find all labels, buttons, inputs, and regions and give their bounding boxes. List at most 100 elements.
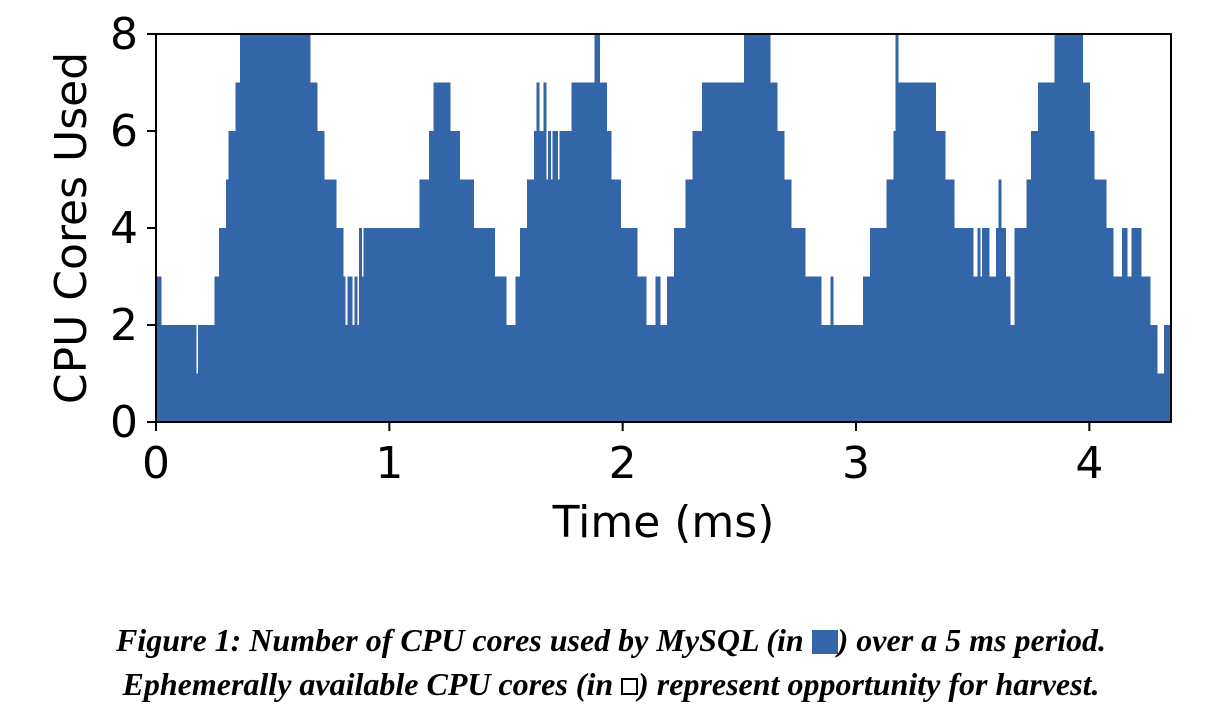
area-step-segment bbox=[571, 82, 596, 422]
area-step-segment bbox=[769, 82, 778, 422]
area-step-segment bbox=[692, 131, 703, 422]
area-step-segment bbox=[1000, 228, 1006, 422]
area-step-segment bbox=[1140, 276, 1151, 422]
available-cores-swatch-icon bbox=[621, 678, 639, 695]
area-step-segment bbox=[1010, 325, 1016, 422]
x-axis: 0 1 2 3 4 bbox=[142, 422, 1103, 489]
area-step-segment bbox=[494, 276, 507, 422]
area-step-segment bbox=[545, 179, 549, 422]
x-tick-label: 4 bbox=[1075, 438, 1103, 489]
area-step-segment bbox=[550, 179, 554, 422]
area-step-segment bbox=[979, 276, 983, 422]
area-step-segment bbox=[543, 82, 547, 422]
area-step-segment bbox=[459, 179, 474, 422]
area-step-segment bbox=[520, 228, 528, 422]
area-step-segment bbox=[606, 131, 612, 422]
area-step-segment bbox=[363, 228, 379, 422]
used-cores-swatch-icon bbox=[811, 630, 838, 654]
area-step-segment bbox=[356, 325, 360, 422]
y-tick-label: 4 bbox=[110, 203, 138, 254]
area-step-segment bbox=[832, 325, 838, 422]
area-step-segment bbox=[361, 276, 365, 422]
area-step-segment bbox=[324, 179, 337, 422]
area-step-segment bbox=[473, 228, 495, 422]
area-step-segment bbox=[821, 325, 831, 422]
area-step-segment bbox=[790, 228, 806, 422]
x-tick-label: 3 bbox=[842, 438, 870, 489]
area-step-segment bbox=[830, 276, 834, 422]
caption-line-1-end: ) over a 5 ms period. bbox=[837, 622, 1107, 658]
cpu-area-series bbox=[156, 34, 1172, 422]
area-step-segment bbox=[433, 82, 451, 422]
area-step-segment bbox=[660, 325, 668, 422]
area-step-segment bbox=[1105, 228, 1114, 422]
area-step-segment bbox=[419, 179, 430, 422]
area-step-segment bbox=[1131, 228, 1142, 422]
area-step-segment bbox=[335, 228, 344, 422]
y-tick-label: 6 bbox=[110, 106, 138, 157]
area-step-segment bbox=[863, 276, 871, 422]
area-step-segment bbox=[1157, 373, 1165, 422]
area-step-segment bbox=[1089, 131, 1095, 422]
area-step-segment bbox=[935, 131, 946, 422]
area-step-segment bbox=[156, 276, 162, 422]
caption-line-1: Figure 1: Number of CPU cores used by My… bbox=[0, 618, 1222, 662]
area-step-segment bbox=[893, 131, 897, 422]
caption-line-2: Ephemerally available CPU cores (in ) re… bbox=[0, 662, 1222, 706]
area-step-segment bbox=[317, 131, 325, 422]
area-step-segment bbox=[195, 373, 199, 422]
area-step-segment bbox=[1031, 131, 1039, 422]
area-step-segment bbox=[685, 179, 694, 422]
area-step-segment bbox=[1082, 82, 1090, 422]
area-step-segment bbox=[1026, 179, 1032, 422]
area-step-segment bbox=[226, 179, 229, 422]
caption-line-2-start: Ephemerally available CPU cores (in bbox=[122, 666, 622, 702]
y-axis-label: CPU Cores Used bbox=[46, 52, 97, 404]
x-axis-label: Time (ms) bbox=[552, 497, 775, 548]
area-step-segment bbox=[646, 325, 656, 422]
area-step-segment bbox=[1054, 34, 1083, 422]
area-step-segment bbox=[557, 179, 561, 422]
area-step-segment bbox=[989, 276, 997, 422]
x-tick-label: 0 bbox=[142, 438, 170, 489]
area-step-segment bbox=[1112, 276, 1123, 422]
area-step-segment bbox=[219, 228, 227, 422]
area-step-segment bbox=[160, 325, 197, 422]
area-step-segment bbox=[1005, 276, 1011, 422]
area-step-segment bbox=[886, 179, 894, 422]
area-step-segment bbox=[1094, 179, 1107, 422]
area-step-segment bbox=[982, 228, 990, 422]
area-step-segment bbox=[506, 325, 516, 422]
area-step-segment bbox=[412, 228, 421, 422]
area-step-segment bbox=[198, 325, 215, 422]
area-step-segment bbox=[1122, 228, 1128, 422]
area-step-segment bbox=[235, 82, 241, 422]
area-step-segment bbox=[214, 276, 220, 422]
area-step-segment bbox=[944, 179, 955, 422]
area-step-segment bbox=[744, 34, 771, 422]
area-step-segment bbox=[552, 131, 558, 422]
area-step-segment bbox=[228, 131, 236, 422]
area-step-segment bbox=[783, 179, 792, 422]
area-step-segment bbox=[674, 228, 687, 422]
area-step-segment bbox=[996, 228, 999, 422]
area-step-segment bbox=[536, 82, 540, 422]
area-step-segment bbox=[972, 276, 978, 422]
area-step-segment bbox=[870, 228, 887, 422]
area-step-segment bbox=[515, 276, 521, 422]
area-step-segment bbox=[599, 82, 607, 422]
area-step-segment bbox=[548, 131, 551, 422]
area-step-segment bbox=[655, 276, 661, 422]
y-tick-label: 0 bbox=[110, 397, 138, 448]
area-step-segment bbox=[636, 276, 647, 422]
area-step-segment bbox=[240, 34, 311, 422]
area-step-segment bbox=[667, 276, 675, 422]
area-step-segment bbox=[611, 179, 621, 422]
area-step-segment bbox=[429, 131, 435, 422]
area-step-segment bbox=[620, 228, 628, 422]
area-step-segment bbox=[837, 325, 864, 422]
area-step-segment bbox=[776, 131, 785, 422]
area-step-segment bbox=[310, 82, 318, 422]
area-step-segment bbox=[342, 276, 346, 422]
area-step-segment bbox=[352, 325, 355, 422]
